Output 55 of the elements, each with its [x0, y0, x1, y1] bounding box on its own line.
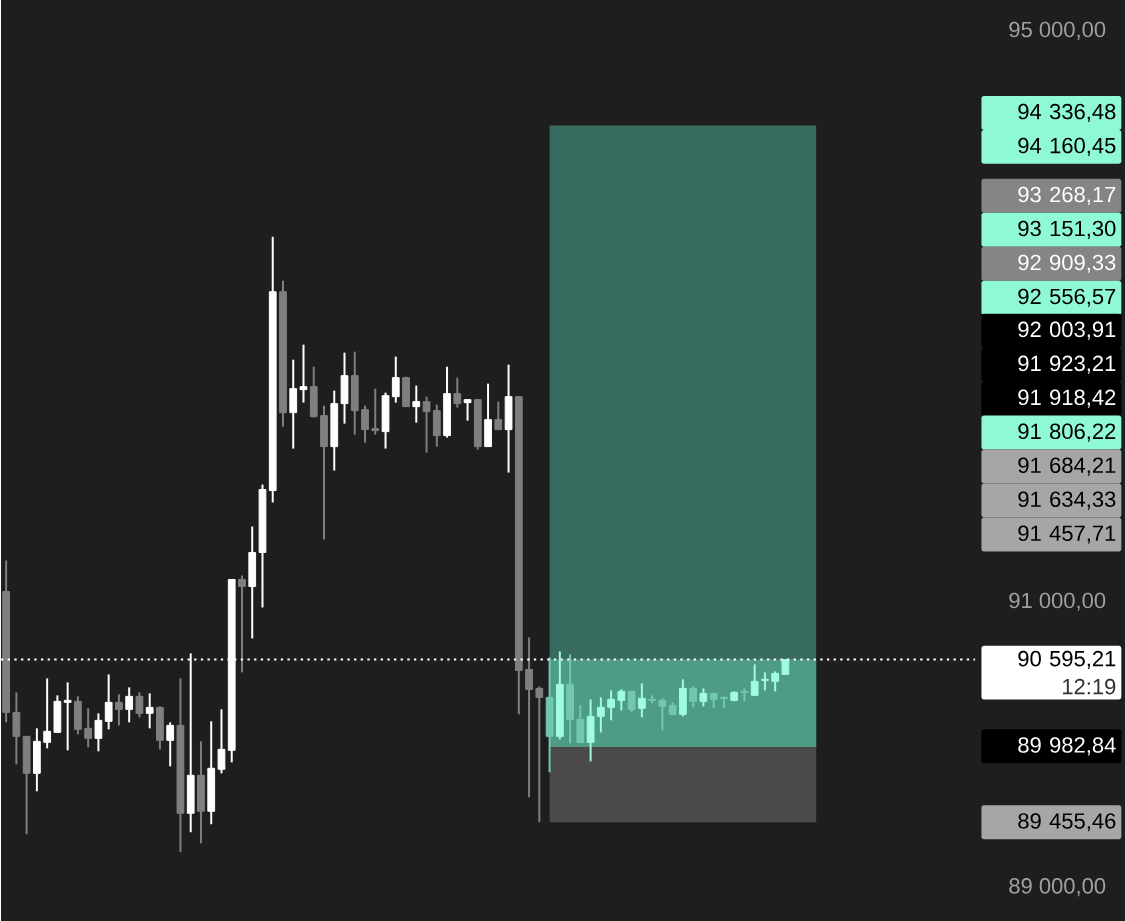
text: 91 457,71 [1018, 525, 1116, 544]
candlestick [361, 404, 369, 444]
candlestick [135, 691, 144, 719]
candlestick [371, 387, 380, 436]
candlestick [535, 685, 544, 824]
candlestick [166, 721, 175, 768]
text: 91 806,22 [1018, 423, 1116, 442]
text: 93 268,17 [1018, 186, 1116, 205]
candlestick [463, 398, 472, 422]
candlestick [63, 681, 72, 752]
text: 92 909,33 [1018, 254, 1116, 273]
candlestick [607, 689, 615, 722]
candlestick [94, 712, 103, 753]
candlestick [299, 343, 308, 404]
ref-line-label: 90 595,21 [1018, 650, 1116, 669]
y-tick-label: 89 000,00 [1009, 878, 1106, 897]
candlestick [104, 673, 113, 731]
candlestick [596, 696, 605, 734]
text: 94 160,45 [1018, 137, 1116, 156]
candlestick [637, 682, 646, 719]
y-tick-label: 91 000,00 [1009, 592, 1106, 611]
candlestick [412, 384, 421, 424]
candlestick [115, 693, 123, 727]
candlestick [453, 376, 462, 409]
candlestick [145, 692, 154, 730]
candlestick [627, 690, 636, 714]
candlestick [84, 707, 93, 749]
candlestick [422, 395, 431, 454]
text: 91 918,42 [1018, 389, 1116, 408]
text: 94 336,48 [1018, 103, 1116, 122]
text: 91 684,21 [1018, 457, 1116, 476]
text: 91 634,33 [1018, 491, 1116, 510]
candlestick [289, 358, 298, 450]
candlestick [750, 663, 759, 697]
candlestick [771, 670, 780, 693]
candlestick [576, 704, 585, 744]
candlestick [525, 636, 533, 799]
candlestick [125, 686, 134, 724]
text: 89 455,46 [1018, 813, 1116, 832]
candlestick [12, 691, 21, 766]
candlestick [217, 708, 226, 775]
text: 89 982,84 [1018, 737, 1116, 756]
candlestick [43, 677, 52, 750]
candlestick [689, 685, 698, 709]
candlestick [238, 574, 246, 674]
text: 12:19 [1063, 678, 1116, 695]
text: 91 923,21 [1018, 355, 1116, 374]
text: 92 556,57 [1018, 288, 1116, 307]
y-tick-label: 95 000,00 [1009, 21, 1106, 40]
text: 92 003,91 [1018, 321, 1116, 340]
candlestick [494, 400, 503, 431]
text: 93 151,30 [1018, 220, 1116, 239]
candlestick [391, 355, 400, 404]
candlestick [658, 697, 667, 732]
candlestick [617, 688, 626, 712]
